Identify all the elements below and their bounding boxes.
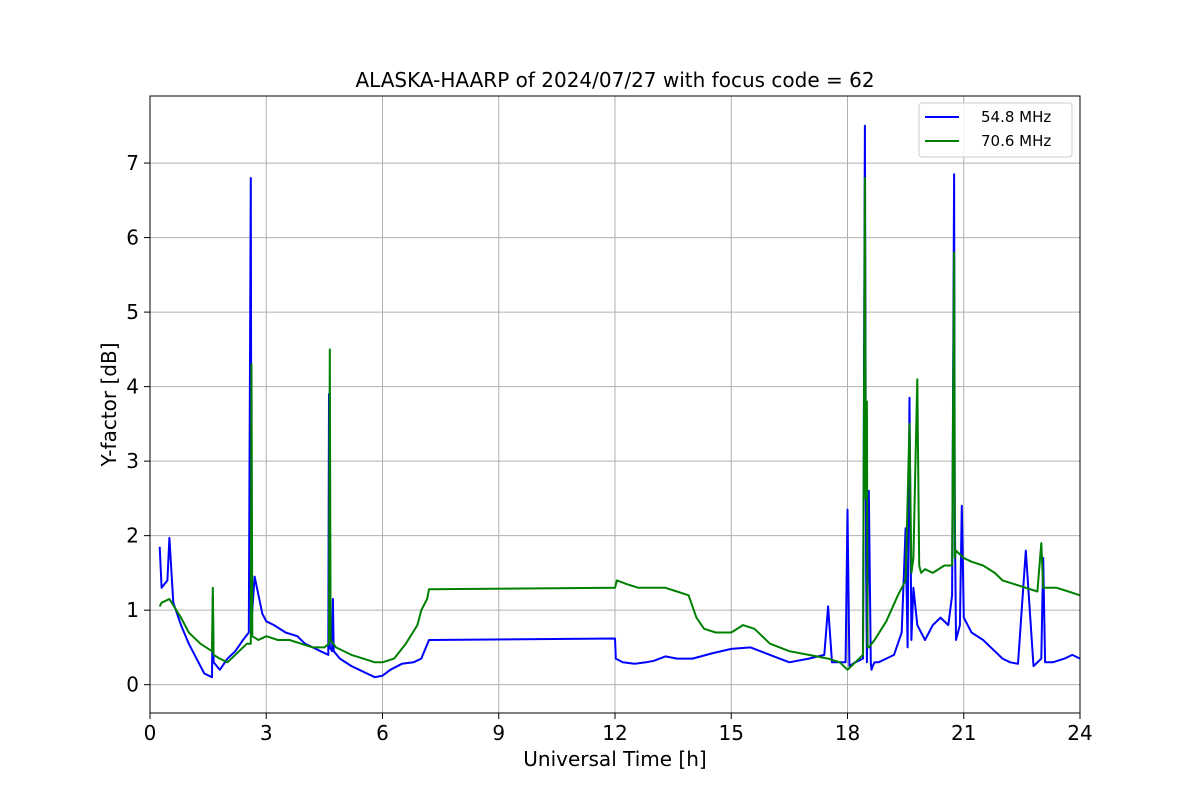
y-tick-label: 1 [126,598,139,622]
x-tick-label: 3 [260,721,273,745]
x-axis-label: Universal Time [h] [523,747,706,771]
x-tick-label: 21 [951,721,976,745]
y-tick-label: 3 [126,449,139,473]
x-tick-label: 9 [492,721,505,745]
series-line-2 [158,177,1081,671]
x-tick-label: 6 [376,721,389,745]
y-tick-label: 6 [126,226,139,250]
series-area [158,124,1081,679]
x-tick-label: 0 [144,721,157,745]
y-tick-label: 0 [126,673,139,697]
y-tick-label: 4 [126,375,139,399]
chart-title: ALASKA-HAARP of 2024/07/27 with focus co… [355,68,874,92]
legend: 54.8 MHz 70.6 MHz [918,102,1073,158]
x-tick-label: 12 [602,721,627,745]
x-tick-label: 18 [835,721,860,745]
x-tick-label: 15 [719,721,744,745]
legend-label: 70.6 MHz [981,132,1051,150]
x-tick-label: 24 [1067,721,1092,745]
legend-label: 54.8 MHz [981,108,1051,126]
y-axis-label: Y-factor [dB] [97,342,121,467]
y-tick-label: 2 [126,524,139,548]
y-tick-label: 7 [126,151,139,175]
y-tick-label: 5 [126,300,139,324]
